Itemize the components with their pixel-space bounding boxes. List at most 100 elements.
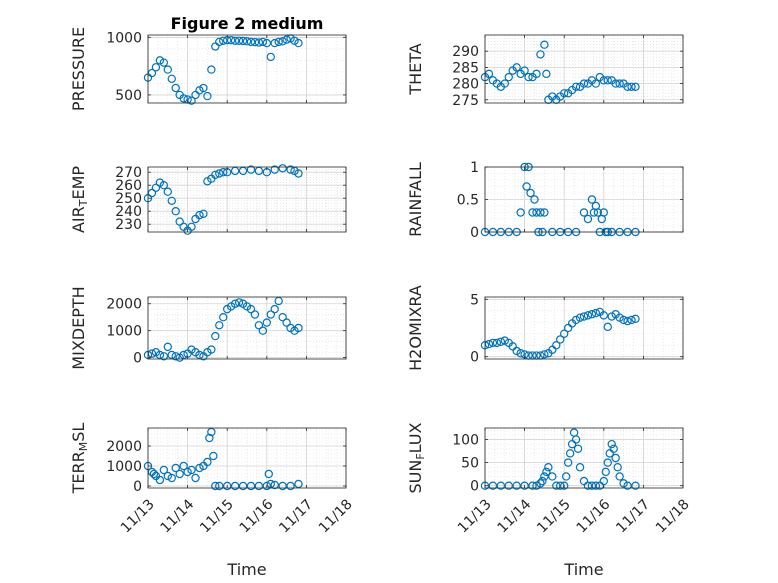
data-point — [230, 36, 240, 45]
data-point — [159, 180, 169, 190]
data-point — [167, 473, 176, 483]
data-point — [522, 182, 531, 191]
data-point — [187, 465, 196, 475]
data-point — [613, 463, 622, 472]
y-axis-label: RAINFALL — [406, 162, 425, 237]
y-tick-label: 1000 — [106, 30, 142, 46]
data-point — [611, 453, 620, 463]
data-point — [163, 342, 172, 352]
data-point — [203, 457, 212, 467]
data-point — [603, 322, 612, 332]
panel-h2omixra: 0 5 H2OMIXRA — [406, 285, 684, 371]
data-point — [195, 350, 204, 360]
data-point — [548, 472, 557, 481]
data-point — [199, 83, 208, 93]
axes-box — [147, 427, 347, 489]
data-point — [571, 82, 581, 92]
panel-sun-flux: 0 50 100 SUNFLUX 11/13 11/14 11/15 11/16 11/17 11… — [406, 422, 693, 536]
data-point — [544, 463, 553, 472]
data-point — [593, 208, 603, 217]
data-point — [530, 195, 539, 204]
data-point — [504, 481, 513, 490]
data-point — [278, 164, 287, 173]
y-tick-label: 100 — [452, 433, 479, 449]
data-point — [219, 313, 228, 322]
y-axis-label: MIXDEPTH — [69, 286, 88, 369]
x-tick-label: 11/16 — [574, 496, 614, 536]
data-point — [542, 69, 551, 79]
y-tick-label: 0 — [133, 479, 142, 495]
data-point — [167, 74, 176, 83]
y-tick-label: 0.5 — [457, 193, 479, 209]
y-tick-label: 0 — [133, 351, 142, 367]
y-axis-label: PRESSURE — [69, 27, 88, 111]
data-point — [262, 38, 271, 48]
data-point — [151, 183, 161, 192]
data-point — [294, 38, 303, 48]
data-point — [195, 463, 204, 473]
y-axis-label: TERRMSL — [69, 423, 90, 495]
x-tick-label: 11/15 — [534, 496, 574, 536]
data-point — [516, 208, 525, 217]
data-point — [171, 206, 180, 216]
data-point — [242, 37, 252, 46]
data-point — [512, 481, 521, 490]
x-tick-label: 11/18 — [653, 496, 693, 536]
data-series — [143, 296, 303, 362]
data-point — [591, 79, 601, 88]
data-point — [270, 165, 279, 174]
data-point — [532, 208, 541, 217]
data-point — [163, 187, 172, 196]
data-point — [270, 304, 279, 314]
y-tick-label: 280 — [452, 77, 479, 93]
x-tick-label: 11/14 — [495, 496, 535, 536]
y-tick-label: 0 — [470, 479, 479, 495]
data-point — [278, 481, 287, 491]
x-axis-label-left: Time — [226, 560, 266, 579]
data-point — [615, 472, 624, 481]
axes-box — [484, 427, 684, 489]
data-point — [560, 481, 569, 490]
data-point — [504, 72, 513, 82]
data-series — [480, 40, 640, 104]
data-point — [607, 439, 616, 449]
y-axis-label: AIRTEMP — [69, 166, 90, 233]
x-tick-label: 11/13 — [455, 496, 495, 536]
x-tick-label: 11/13 — [118, 496, 158, 536]
data-point — [211, 481, 220, 491]
data-point — [191, 473, 200, 483]
data-point — [591, 308, 601, 318]
data-point — [246, 165, 256, 174]
data-point — [155, 475, 165, 485]
data-point — [264, 469, 273, 479]
x-tick-label: 11/17 — [276, 496, 316, 536]
data-point — [151, 63, 161, 72]
data-point — [175, 217, 184, 226]
data-point — [599, 476, 609, 486]
data-point — [254, 481, 264, 491]
data-point — [195, 210, 204, 220]
data-point — [183, 467, 192, 477]
data-point — [603, 76, 612, 85]
data-point — [560, 89, 569, 98]
data-point — [159, 58, 169, 67]
axes-box — [484, 34, 684, 104]
data-point — [159, 465, 169, 475]
x-tick-label: 11/14 — [158, 496, 198, 536]
data-point — [560, 329, 569, 338]
data-point — [270, 38, 279, 48]
data-point — [238, 36, 248, 46]
data-point — [540, 472, 549, 481]
data-point — [230, 299, 240, 308]
data-point — [179, 350, 188, 360]
data-point — [583, 311, 593, 320]
data-point — [599, 311, 609, 320]
y-tick-label: 260 — [115, 178, 142, 194]
data-point — [266, 310, 275, 319]
y-tick-label: 250 — [115, 191, 142, 207]
data-point — [246, 304, 256, 314]
data-point — [171, 352, 180, 361]
